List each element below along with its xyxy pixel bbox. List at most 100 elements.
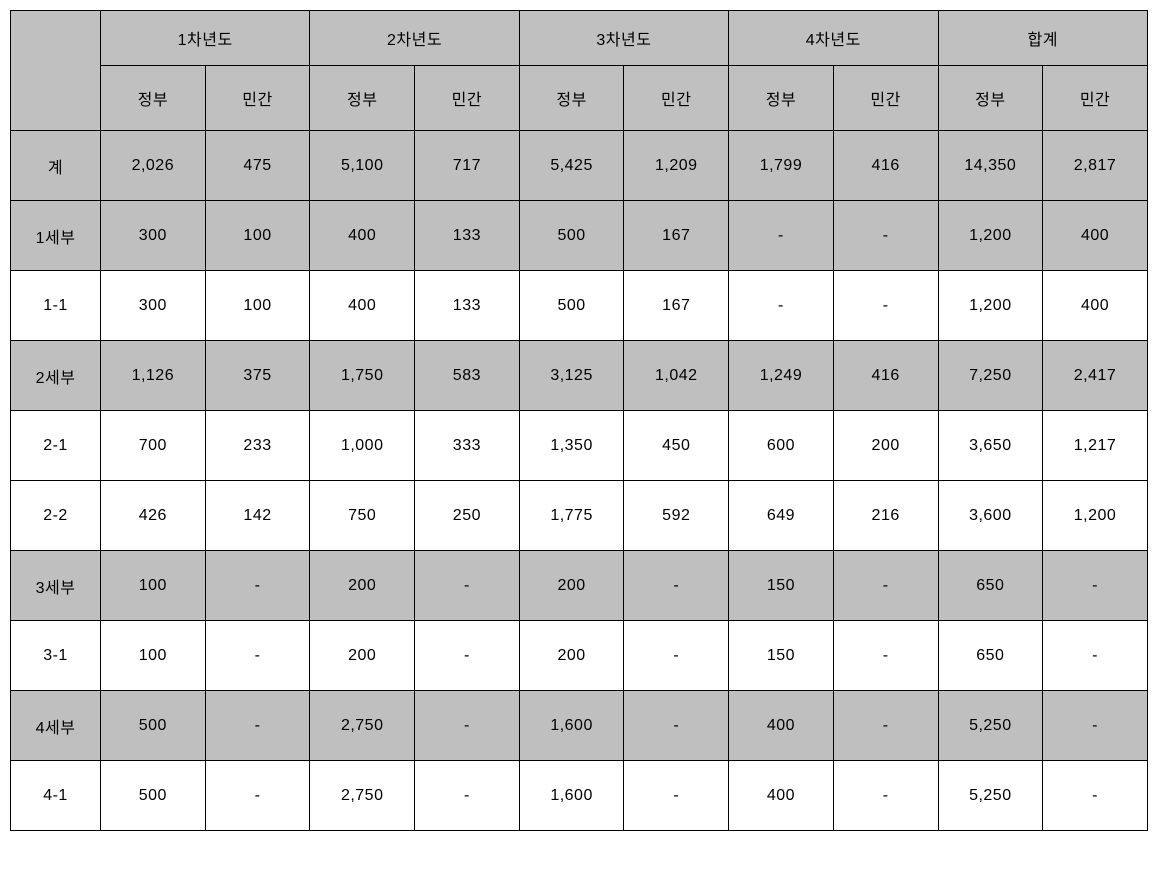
- year-header-4: 4차년도: [729, 11, 938, 66]
- row-label: 3세부: [11, 551, 101, 621]
- data-cell: 500: [101, 761, 206, 831]
- data-cell: 1,600: [519, 691, 624, 761]
- table-row: 2-17002331,0003331,3504506002003,6501,21…: [11, 411, 1148, 481]
- data-cell: -: [205, 551, 310, 621]
- data-cell: -: [415, 691, 520, 761]
- table-row: 계2,0264755,1007175,4251,2091,79941614,35…: [11, 131, 1148, 201]
- sub-header: 민간: [415, 66, 520, 131]
- row-label: 4세부: [11, 691, 101, 761]
- data-cell: 592: [624, 481, 729, 551]
- data-cell: 1,200: [938, 271, 1043, 341]
- data-cell: -: [624, 621, 729, 691]
- data-cell: 500: [519, 201, 624, 271]
- table-row: 2-24261427502501,7755926492163,6001,200: [11, 481, 1148, 551]
- data-cell: -: [1043, 761, 1148, 831]
- data-cell: 717: [415, 131, 520, 201]
- data-cell: 250: [415, 481, 520, 551]
- sub-header: 정부: [101, 66, 206, 131]
- data-cell: 426: [101, 481, 206, 551]
- data-cell: 200: [310, 551, 415, 621]
- year-header-3: 3차년도: [519, 11, 728, 66]
- table-row: 4-1500-2,750-1,600-400-5,250-: [11, 761, 1148, 831]
- data-cell: 100: [205, 201, 310, 271]
- data-cell: 233: [205, 411, 310, 481]
- data-cell: -: [833, 551, 938, 621]
- data-cell: -: [624, 691, 729, 761]
- data-cell: 500: [519, 271, 624, 341]
- table-row: 1세부300100400133500167--1,200400: [11, 201, 1148, 271]
- data-cell: 167: [624, 271, 729, 341]
- sub-header: 정부: [519, 66, 624, 131]
- data-cell: -: [833, 271, 938, 341]
- data-cell: -: [624, 551, 729, 621]
- year-header-total: 합계: [938, 11, 1147, 66]
- data-cell: 1,200: [1043, 481, 1148, 551]
- data-cell: 142: [205, 481, 310, 551]
- header-row-subcols: 정부 민간 정부 민간 정부 민간 정부 민간 정부 민간: [11, 66, 1148, 131]
- data-cell: 3,600: [938, 481, 1043, 551]
- data-cell: 1,217: [1043, 411, 1148, 481]
- data-cell: 5,250: [938, 691, 1043, 761]
- data-cell: 200: [310, 621, 415, 691]
- sub-header: 정부: [310, 66, 415, 131]
- row-label: 2-2: [11, 481, 101, 551]
- row-label: 1세부: [11, 201, 101, 271]
- data-cell: 400: [729, 761, 834, 831]
- data-cell: 500: [101, 691, 206, 761]
- row-label: 계: [11, 131, 101, 201]
- data-cell: 5,250: [938, 761, 1043, 831]
- data-cell: 583: [415, 341, 520, 411]
- data-cell: -: [415, 551, 520, 621]
- data-cell: 300: [101, 201, 206, 271]
- data-cell: -: [1043, 551, 1148, 621]
- data-cell: 300: [101, 271, 206, 341]
- data-cell: 167: [624, 201, 729, 271]
- data-cell: 375: [205, 341, 310, 411]
- data-cell: 650: [938, 621, 1043, 691]
- data-cell: 200: [833, 411, 938, 481]
- row-label: 2세부: [11, 341, 101, 411]
- data-cell: 1,799: [729, 131, 834, 201]
- table-row: 3세부100-200-200-150-650-: [11, 551, 1148, 621]
- data-cell: 333: [415, 411, 520, 481]
- corner-cell: [11, 11, 101, 131]
- data-cell: 450: [624, 411, 729, 481]
- data-cell: 2,817: [1043, 131, 1148, 201]
- table-row: 4세부500-2,750-1,600-400-5,250-: [11, 691, 1148, 761]
- row-label: 4-1: [11, 761, 101, 831]
- data-cell: 5,100: [310, 131, 415, 201]
- table-body: 계2,0264755,1007175,4251,2091,79941614,35…: [11, 131, 1148, 831]
- data-cell: -: [205, 621, 310, 691]
- data-cell: 416: [833, 131, 938, 201]
- data-cell: -: [1043, 621, 1148, 691]
- sub-header: 민간: [624, 66, 729, 131]
- data-cell: 1,775: [519, 481, 624, 551]
- data-cell: 100: [205, 271, 310, 341]
- row-label: 3-1: [11, 621, 101, 691]
- data-cell: 1,126: [101, 341, 206, 411]
- data-cell: -: [205, 691, 310, 761]
- sub-header: 민간: [1043, 66, 1148, 131]
- data-cell: 1,000: [310, 411, 415, 481]
- data-cell: 1,209: [624, 131, 729, 201]
- table-header: 1차년도 2차년도 3차년도 4차년도 합계 정부 민간 정부 민간 정부 민간…: [11, 11, 1148, 131]
- data-cell: -: [729, 271, 834, 341]
- data-cell: 200: [519, 621, 624, 691]
- data-cell: -: [833, 761, 938, 831]
- sub-header: 민간: [833, 66, 938, 131]
- data-cell: 133: [415, 271, 520, 341]
- data-cell: -: [624, 761, 729, 831]
- table-row: 2세부1,1263751,7505833,1251,0421,2494167,2…: [11, 341, 1148, 411]
- data-cell: -: [415, 761, 520, 831]
- data-cell: 400: [729, 691, 834, 761]
- data-cell: -: [833, 691, 938, 761]
- data-cell: 1,249: [729, 341, 834, 411]
- data-cell: 7,250: [938, 341, 1043, 411]
- header-row-years: 1차년도 2차년도 3차년도 4차년도 합계: [11, 11, 1148, 66]
- data-cell: 150: [729, 621, 834, 691]
- data-cell: 2,417: [1043, 341, 1148, 411]
- data-cell: 133: [415, 201, 520, 271]
- sub-header: 민간: [205, 66, 310, 131]
- data-cell: -: [1043, 691, 1148, 761]
- data-cell: 650: [938, 551, 1043, 621]
